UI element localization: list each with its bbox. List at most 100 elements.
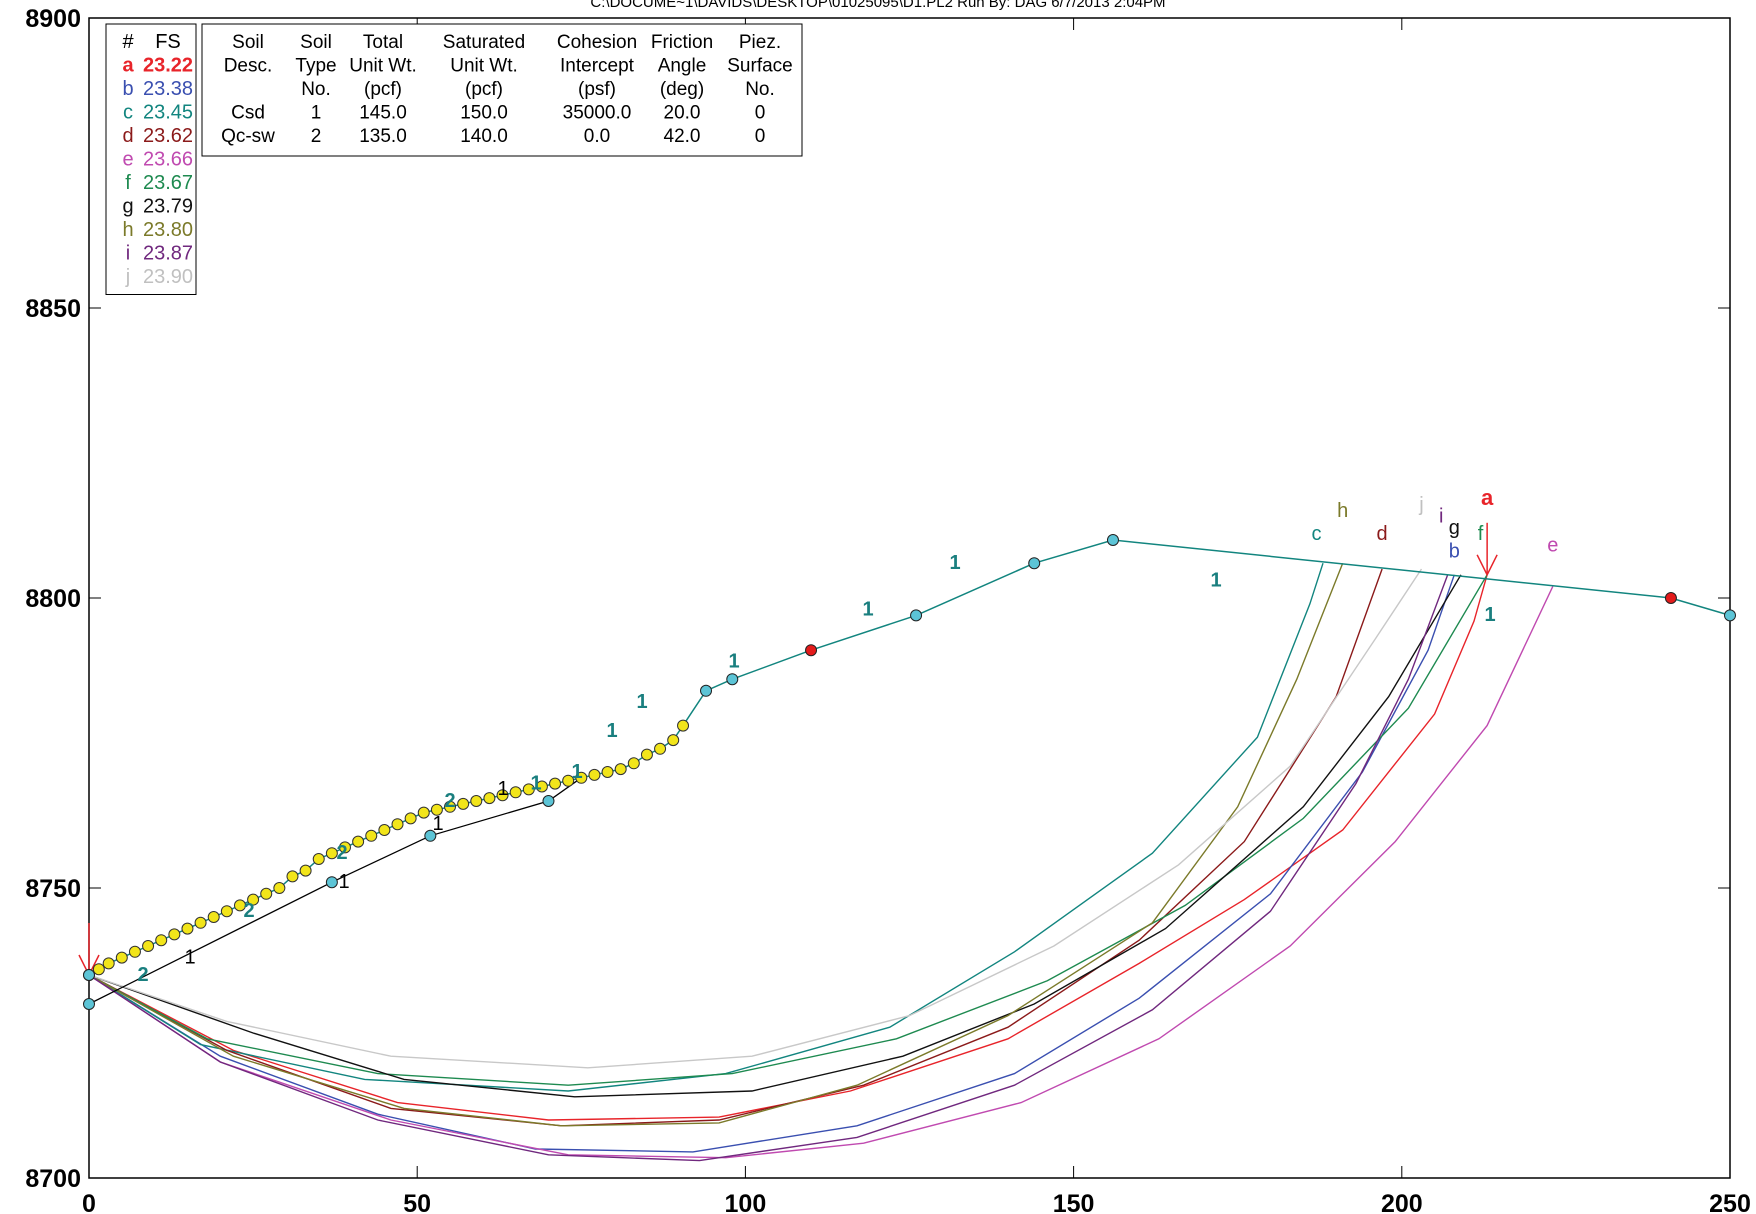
- soil-table-header-cell: Cohesion: [557, 32, 637, 53]
- soil-table-header-cell: Total: [363, 32, 403, 53]
- circle-id-label-b: b: [1449, 540, 1460, 562]
- search-point: [207, 911, 220, 923]
- search-point: [562, 774, 575, 787]
- soil-table-header-cell: Saturated: [443, 32, 525, 53]
- search-point: [273, 882, 286, 894]
- soil-type-label: 1: [530, 772, 541, 794]
- fs-legend-id: b: [122, 78, 133, 100]
- circle-id-label-e: e: [1547, 535, 1558, 557]
- soil-type-label: 1: [636, 691, 647, 713]
- failure-surface-g: [88, 574, 1462, 1098]
- soil-table-box: [201, 23, 803, 157]
- search-point: [102, 957, 115, 970]
- surface-point: [1028, 557, 1041, 570]
- soil-table-cell: 2: [311, 126, 322, 147]
- soil-table-header-cell: Unit Wt.: [450, 56, 518, 77]
- surface-point: [700, 684, 713, 697]
- soil-type-label: 1: [728, 651, 739, 673]
- fs-legend-value: 23.67: [143, 172, 193, 194]
- circle-id-label-c: c: [1311, 523, 1321, 545]
- x-tick-label: 50: [403, 1190, 431, 1214]
- surface-point: [424, 829, 437, 842]
- x-tick-label: 0: [82, 1190, 96, 1214]
- soil-type-label: 1: [1484, 604, 1495, 626]
- search-point: [194, 916, 207, 929]
- search-point: [247, 893, 260, 906]
- fs-legend-id: d: [122, 125, 133, 147]
- search-point: [233, 899, 246, 912]
- search-point: [286, 870, 299, 883]
- search-point: [352, 835, 365, 848]
- search-point: [575, 771, 588, 784]
- y-tick-label: 8700: [25, 1165, 81, 1193]
- soil-type-label: 2: [243, 900, 254, 922]
- search-point: [535, 780, 548, 793]
- soil-table-header-cell: Intercept: [560, 56, 635, 77]
- run-header: C:\DOCUME~1\DAVIDS\DESKTOP\01025095\D1.P…: [590, 0, 1166, 11]
- surface-point: [1106, 534, 1119, 546]
- search-point: [509, 786, 522, 799]
- x-tick-label: 200: [1381, 1190, 1423, 1214]
- surface-point: [542, 795, 555, 807]
- failure-surface-j: [88, 568, 1423, 1069]
- circle-id-label-h: h: [1337, 500, 1348, 522]
- exit-arrow-head: [1476, 554, 1498, 577]
- soil-table-header-cell: Type: [295, 56, 336, 77]
- soil-type-label: 1: [606, 720, 617, 742]
- circle-id-label-i: i: [1439, 506, 1443, 528]
- surface-point: [726, 673, 739, 686]
- fs-legend-value: 23.45: [143, 102, 193, 124]
- search-point: [325, 847, 338, 860]
- soil-table-cell: 145.0: [359, 103, 407, 124]
- plot-frame: [88, 17, 1731, 1179]
- surface-point: [1724, 609, 1736, 622]
- search-point: [614, 763, 627, 776]
- fs-legend-value: 23.22: [143, 55, 193, 77]
- soil-type-label: 1: [338, 871, 349, 893]
- search-point: [155, 934, 168, 947]
- soil-table-cell: 0.0: [584, 126, 610, 147]
- search-point: [115, 951, 128, 964]
- surface-point: [910, 609, 923, 622]
- search-point: [457, 797, 470, 810]
- circle-id-label-d: d: [1377, 523, 1388, 545]
- soil-type-label: 2: [444, 790, 455, 812]
- search-point: [677, 719, 690, 732]
- soil-table-header-cell: Soil: [300, 32, 332, 53]
- fs-legend-id: e: [122, 149, 133, 171]
- x-tick-label: 100: [725, 1190, 767, 1214]
- x-tick-label: 250: [1709, 1190, 1751, 1214]
- failure-surface-a: [88, 574, 1488, 1121]
- search-point: [483, 792, 496, 805]
- soil-table-header-cell: (deg): [660, 79, 704, 100]
- failure-surface-c: [88, 562, 1324, 1092]
- soil-table-cell: 42.0: [664, 126, 701, 147]
- failure-surface-h: [88, 562, 1344, 1127]
- circle-id-label-g: g: [1449, 517, 1460, 539]
- search-point: [142, 940, 155, 952]
- y-tick-label: 8900: [25, 5, 81, 33]
- limit-point: [805, 644, 818, 657]
- x-tick-label: 150: [1053, 1190, 1095, 1214]
- search-point: [168, 928, 181, 941]
- surface-point: [83, 998, 95, 1010]
- soil-table-cell: 0: [755, 103, 766, 124]
- search-point: [627, 757, 640, 770]
- fs-legend-id: j: [125, 266, 130, 288]
- soil-table-header-cell: No.: [745, 79, 775, 100]
- soil-table-cell: 20.0: [664, 103, 701, 124]
- circle-id-label-f: f: [1478, 523, 1484, 545]
- soil-table-header-cell: (psf): [578, 79, 616, 100]
- soil-table-header-cell: Angle: [658, 56, 707, 77]
- fs-legend-id: f: [125, 172, 131, 194]
- fs-legend-header: #: [122, 31, 134, 53]
- soil-table-header-cell: Soil: [232, 32, 264, 53]
- search-point: [640, 748, 653, 761]
- soil-table-cell: Csd: [231, 103, 265, 124]
- fs-legend-value: 23.66: [143, 149, 193, 171]
- limit-point: [1664, 592, 1677, 604]
- fs-legend-value: 23.90: [143, 266, 193, 288]
- soil-table-header-cell: Friction: [651, 32, 713, 53]
- soil-type-label: 2: [336, 842, 347, 864]
- search-point: [391, 818, 404, 831]
